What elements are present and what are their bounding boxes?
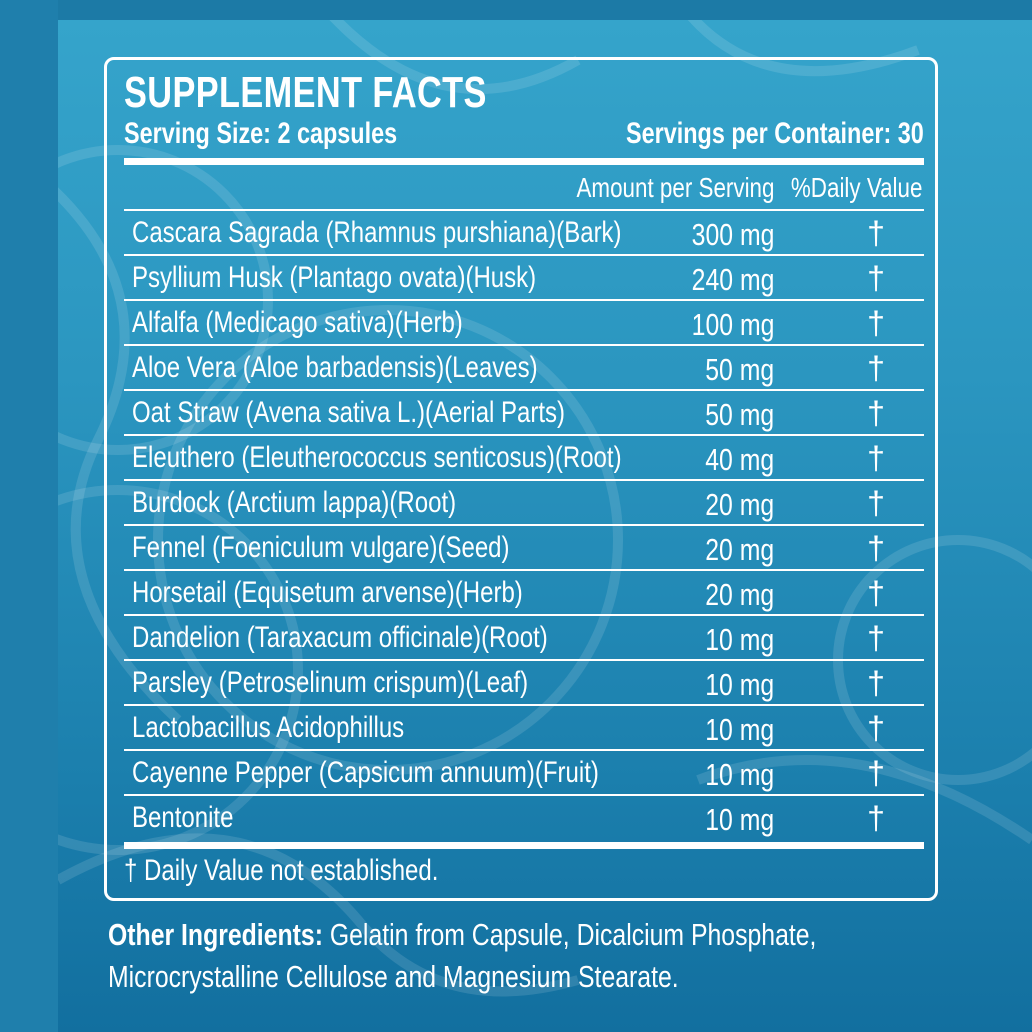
- ingredient-name: Aloe Vera (Aloe barbadensis)(Leaves): [132, 351, 538, 384]
- daily-value-dagger: †: [867, 215, 885, 251]
- table-row: Horsetail (Equisetum arvense)(Herb) 20 mg…: [124, 571, 924, 616]
- ingredient-amount: 20 mg: [705, 487, 774, 522]
- daily-value-dagger: †: [867, 710, 885, 746]
- daily-value-dagger: †: [867, 395, 885, 431]
- table-row: Oat Straw (Avena sativa L.)(Aerial Parts…: [124, 391, 924, 436]
- daily-value-header: %Daily Value: [790, 172, 922, 203]
- serving-size: Serving Size: 2 capsules: [124, 117, 398, 150]
- other-ingredients-label: Other Ingredients:: [108, 917, 323, 952]
- daily-value-dagger: †: [867, 620, 885, 656]
- ingredient-amount: 40 mg: [705, 442, 774, 477]
- row-divider: [124, 389, 924, 391]
- ingredient-name: Parsley (Petroselinum crispum)(Leaf): [132, 666, 529, 699]
- ingredient-amount: 10 mg: [705, 667, 774, 702]
- row-divider: [124, 254, 924, 256]
- ingredient-amount: 300 mg: [691, 217, 774, 252]
- row-divider: [124, 794, 924, 796]
- daily-value-dagger: †: [867, 305, 885, 341]
- table-row: Dandelion (Taraxacum officinale)(Root) 10…: [124, 616, 924, 661]
- ingredient-name: Cascara Sagrada (Rhamnus purshiana)(Bark…: [132, 216, 622, 249]
- daily-value-dagger: †: [867, 350, 885, 386]
- other-ingredients-text: Gelatin from Capsule, Dicalcium Phosphat…: [108, 917, 817, 994]
- table-row: Lactobacillus Acidophillus 10 mg †: [124, 706, 924, 751]
- ingredient-name: Alfalfa (Medicago sativa)(Herb): [132, 306, 463, 339]
- table-row: Aloe Vera (Aloe barbadensis)(Leaves) 50 m…: [124, 346, 924, 391]
- ingredient-amount: 20 mg: [705, 532, 774, 567]
- row-divider: [124, 614, 924, 616]
- servings-per-container: Servings per Container: 30: [626, 117, 924, 150]
- table-row: Alfalfa (Medicago sativa)(Herb) 100 mg †: [124, 301, 924, 346]
- label-background: [58, 20, 1032, 1032]
- daily-value-dagger: †: [867, 800, 885, 836]
- ingredient-name: Fennel (Foeniculum vulgare)(Seed): [132, 531, 510, 564]
- header-divider: [124, 158, 924, 165]
- row-divider: [124, 524, 924, 526]
- background-top-band: [0, 0, 1032, 20]
- row-divider: [124, 704, 924, 706]
- daily-value-dagger: †: [867, 530, 885, 566]
- supplement-facts-panel: [104, 57, 938, 901]
- ingredient-amount: 240 mg: [691, 262, 774, 297]
- ingredient-name: Lactobacillus Acidophillus: [132, 711, 405, 744]
- ingredient-amount: 50 mg: [705, 352, 774, 387]
- daily-value-dagger: †: [867, 665, 885, 701]
- table-bottom-divider: [124, 842, 924, 849]
- daily-value-dagger: †: [867, 440, 885, 476]
- table-row: Parsley (Petroselinum crispum)(Leaf) 10 m…: [124, 661, 924, 706]
- row-divider: [124, 344, 924, 346]
- ingredient-amount: 10 mg: [705, 802, 774, 837]
- ingredient-amount: 10 mg: [705, 712, 774, 747]
- daily-value-dagger: †: [867, 260, 885, 296]
- ingredient-amount: 10 mg: [705, 757, 774, 792]
- ingredient-amount: 100 mg: [691, 307, 774, 342]
- ingredient-amount: 10 mg: [705, 622, 774, 657]
- panel-title: SUPPLEMENT FACTS: [124, 68, 487, 117]
- daily-value-dagger: †: [867, 575, 885, 611]
- ingredient-name: Eleuthero (Eleutherococcus senticosus)(R…: [132, 441, 622, 474]
- daily-value-dagger: †: [867, 485, 885, 521]
- background-left-band: [0, 0, 58, 1032]
- daily-value-footnote: † Daily Value not established.: [124, 854, 439, 887]
- table-row: Fennel (Foeniculum vulgare)(Seed) 20 mg †: [124, 526, 924, 571]
- column-header-divider: [124, 209, 924, 211]
- ingredient-name: Burdock (Arctium lappa)(Root): [132, 486, 457, 519]
- daily-value-dagger: †: [867, 755, 885, 791]
- table-row: Eleuthero (Eleutherococcus senticosus)(R…: [124, 436, 924, 481]
- ingredient-name: Psyllium Husk (Plantago ovata)(Husk): [132, 261, 537, 294]
- table-row: Cascara Sagrada (Rhamnus purshiana)(Bark…: [124, 211, 924, 256]
- ingredient-name: Horsetail (Equisetum arvense)(Herb): [132, 576, 523, 609]
- row-divider: [124, 749, 924, 751]
- table-row: Bentonite 10 mg †: [124, 796, 924, 841]
- table-row: Burdock (Arctium lappa)(Root) 20 mg †: [124, 481, 924, 526]
- row-divider: [124, 659, 924, 661]
- row-divider: [124, 479, 924, 481]
- ingredient-name: Dandelion (Taraxacum officinale)(Root): [132, 621, 548, 654]
- row-divider: [124, 299, 924, 301]
- ingredient-amount: 50 mg: [705, 397, 774, 432]
- table-row: Psyllium Husk (Plantago ovata)(Husk) 240 …: [124, 256, 924, 301]
- other-ingredients: Other Ingredients: Gelatin from Capsule,…: [108, 914, 908, 998]
- ingredient-name: Cayenne Pepper (Capsicum annuum)(Fruit): [132, 756, 599, 789]
- row-divider: [124, 569, 924, 571]
- ingredient-name: Oat Straw (Avena sativa L.)(Aerial Parts…: [132, 396, 566, 429]
- amount-per-serving-header: Amount per Serving: [576, 172, 774, 203]
- ingredient-name: Bentonite: [132, 801, 234, 834]
- row-divider: [124, 434, 924, 436]
- table-row: Cayenne Pepper (Capsicum annuum)(Fruit) 1…: [124, 751, 924, 796]
- ingredient-amount: 20 mg: [705, 577, 774, 612]
